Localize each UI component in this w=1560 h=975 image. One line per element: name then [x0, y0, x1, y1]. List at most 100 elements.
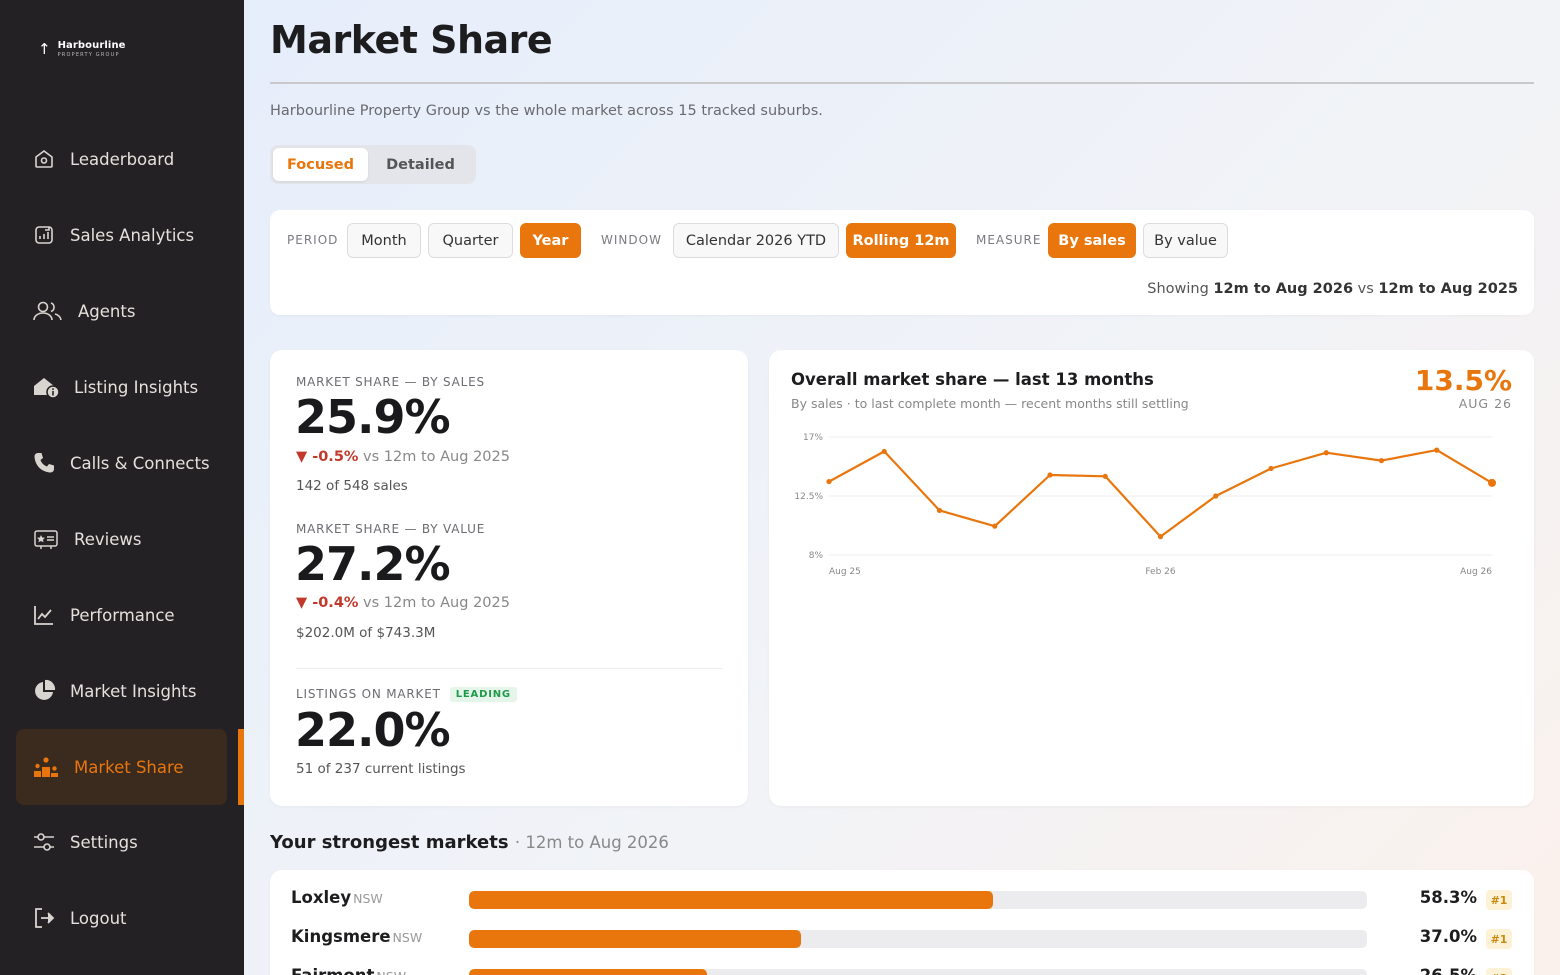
sidebar-item-settings[interactable]: Settings — [16, 810, 227, 874]
delta-value: ▼ -0.4% — [296, 595, 359, 611]
market-row[interactable]: FairmontNSW 26.5% #2 — [270, 966, 1534, 975]
sidebar-item-label: Performance — [70, 605, 175, 625]
sidebar-item-label: Listing Insights — [74, 377, 199, 397]
divider — [270, 82, 1534, 84]
period-quarter-chip[interactable]: Quarter — [428, 223, 513, 258]
chart-current-value: 13.5% — [1414, 364, 1512, 397]
users-icon — [32, 299, 64, 323]
data-point — [1102, 473, 1108, 479]
share-bar-fill — [469, 930, 802, 948]
period-label: PERIOD — [287, 233, 339, 247]
sidebar-item-label: Calls & Connects — [70, 453, 210, 473]
showing-range: Showing 12m to Aug 2026 vs 12m to Aug 20… — [1147, 281, 1518, 297]
data-point — [826, 478, 832, 485]
sidebar-item-performance[interactable]: Performance — [16, 583, 227, 647]
share-bar-fill — [469, 891, 993, 909]
window-rolling-12m-chip[interactable]: Rolling 12m — [846, 223, 956, 258]
arrow-up-icon: ↑ — [38, 39, 51, 58]
sidebar-item-listing-insights[interactable]: Listing Insights — [16, 355, 227, 419]
rank-badge: #1 — [1486, 929, 1512, 949]
kpi-sales-value: 25.9% — [295, 390, 451, 444]
sidebar-item-label: Market Insights — [70, 681, 197, 701]
market-share-value: 58.3% — [1419, 888, 1477, 907]
series-line — [828, 448, 1493, 538]
kpi-value-delta: ▼ -0.4% vs 12m to Aug 2025 — [296, 595, 510, 611]
podium-icon — [32, 755, 60, 779]
brand-logo[interactable]: ↑ Harbourline PROPERTY GROUP — [38, 40, 126, 58]
market-row[interactable]: Kingsmere NSW 37.0% #1 — [270, 927, 1534, 951]
toggle-detailed[interactable]: Detailed — [386, 156, 455, 173]
chart-title: Overall market share — last 13 months — [791, 370, 1154, 389]
delta-value: ▼ -0.5% — [296, 449, 359, 465]
sidebar-item-market-insights[interactable]: Market Insights — [16, 659, 227, 723]
chart-subtitle: By sales · to last complete month — rece… — [791, 396, 1189, 411]
sidebar-item-logout[interactable]: Logout — [16, 886, 227, 950]
delta-suffix: vs 12m to Aug 2025 — [363, 449, 510, 465]
phone-icon — [32, 451, 56, 475]
market-name: FairmontNSW — [291, 966, 406, 975]
kpi-listings-value: 22.0% — [295, 703, 451, 757]
market-share-value: 37.0% — [1419, 927, 1477, 946]
sidebar-item-label: Reviews — [74, 529, 142, 549]
market-name: Kingsmere NSW — [291, 927, 423, 946]
share-bar-track — [469, 969, 1367, 975]
chart-square-icon — [32, 223, 56, 247]
pie-chart-icon — [32, 679, 56, 703]
market-name: Loxley NSW — [291, 888, 383, 907]
period-month-chip[interactable]: Month — [347, 223, 421, 258]
measure-by-sales-chip[interactable]: By sales — [1048, 223, 1136, 258]
share-bar-fill — [469, 969, 707, 975]
kpi-value-sub: $202.0M of $743.3M — [296, 625, 436, 641]
y-tick-label: 17% — [803, 433, 823, 443]
x-tick-label: Aug 26 — [1460, 567, 1492, 577]
chart-current-month: AUG 26 — [1458, 396, 1512, 411]
sidebar-item-reviews[interactable]: Reviews — [16, 507, 227, 571]
strongest-markets-title: Your strongest markets · 12m to Aug 2026 — [270, 832, 669, 853]
sidebar-item-label: Settings — [70, 832, 138, 852]
active-indicator — [238, 729, 244, 805]
period-year-chip[interactable]: Year — [520, 223, 581, 258]
divider — [296, 668, 722, 669]
market-share-line-chart: 17% 12.5% 8% Aug 25 Feb 26 Aug 26 — [794, 433, 1496, 577]
sidebar-item-label: Sales Analytics — [70, 225, 195, 245]
rank-badge: #2 — [1486, 968, 1512, 975]
main-content: Market Share Harbourline Property Group … — [244, 0, 1560, 975]
filter-bar: PERIOD Month Quarter Year WINDOW Calenda… — [270, 210, 1534, 315]
data-point — [992, 523, 998, 529]
sidebar: ↑ Harbourline PROPERTY GROUP Leaderboard… — [0, 0, 244, 975]
toggle-focused[interactable]: Focused — [273, 148, 368, 181]
y-tick-label: 8% — [809, 551, 824, 561]
kpi-sales-delta: ▼ -0.5% vs 12m to Aug 2025 — [296, 449, 510, 465]
logout-icon — [32, 906, 56, 930]
data-point — [1323, 450, 1329, 456]
sidebar-item-agents[interactable]: Agents — [16, 279, 227, 343]
kpi-listings-sub: 51 of 237 current listings — [296, 761, 466, 777]
sidebar-item-calls-connects[interactable]: Calls & Connects — [16, 431, 227, 495]
sidebar-item-market-share[interactable]: Market Share — [16, 729, 227, 805]
strongest-markets-period: · 12m to Aug 2026 — [514, 833, 669, 852]
settings-sliders-icon — [32, 830, 56, 854]
delta-suffix: vs 12m to Aug 2025 — [363, 595, 510, 611]
data-point — [1268, 465, 1274, 472]
x-tick-label: Feb 26 — [1145, 567, 1176, 577]
sidebar-item-label: Leaderboard — [70, 149, 175, 169]
data-point — [1378, 458, 1385, 464]
sidebar-item-leaderboard[interactable]: Leaderboard — [16, 127, 227, 191]
measure-by-value-chip[interactable]: By value — [1143, 223, 1228, 258]
view-toggle: Focused Detailed — [270, 145, 476, 184]
data-point — [881, 448, 887, 455]
data-point — [1157, 534, 1164, 540]
data-point — [1047, 472, 1053, 478]
window-calendar-ytd-chip[interactable]: Calendar 2026 YTD — [673, 223, 839, 258]
kpi-sales-label: MARKET SHARE — BY SALES — [296, 375, 485, 389]
market-row[interactable]: Loxley NSW 58.3% #1 — [270, 888, 1534, 912]
kpi-card: MARKET SHARE — BY SALES 25.9% ▼ -0.5% vs… — [270, 350, 748, 806]
share-bar-track — [469, 891, 1367, 909]
kpi-value-value: 27.2% — [295, 537, 451, 591]
sidebar-item-sales-analytics[interactable]: Sales Analytics — [16, 203, 227, 267]
data-point — [936, 507, 943, 514]
sidebar-item-label: Logout — [70, 908, 127, 928]
brand-tagline: PROPERTY GROUP — [57, 52, 120, 58]
home-badge-icon — [32, 147, 56, 171]
page-subtitle: Harbourline Property Group vs the whole … — [270, 103, 823, 119]
